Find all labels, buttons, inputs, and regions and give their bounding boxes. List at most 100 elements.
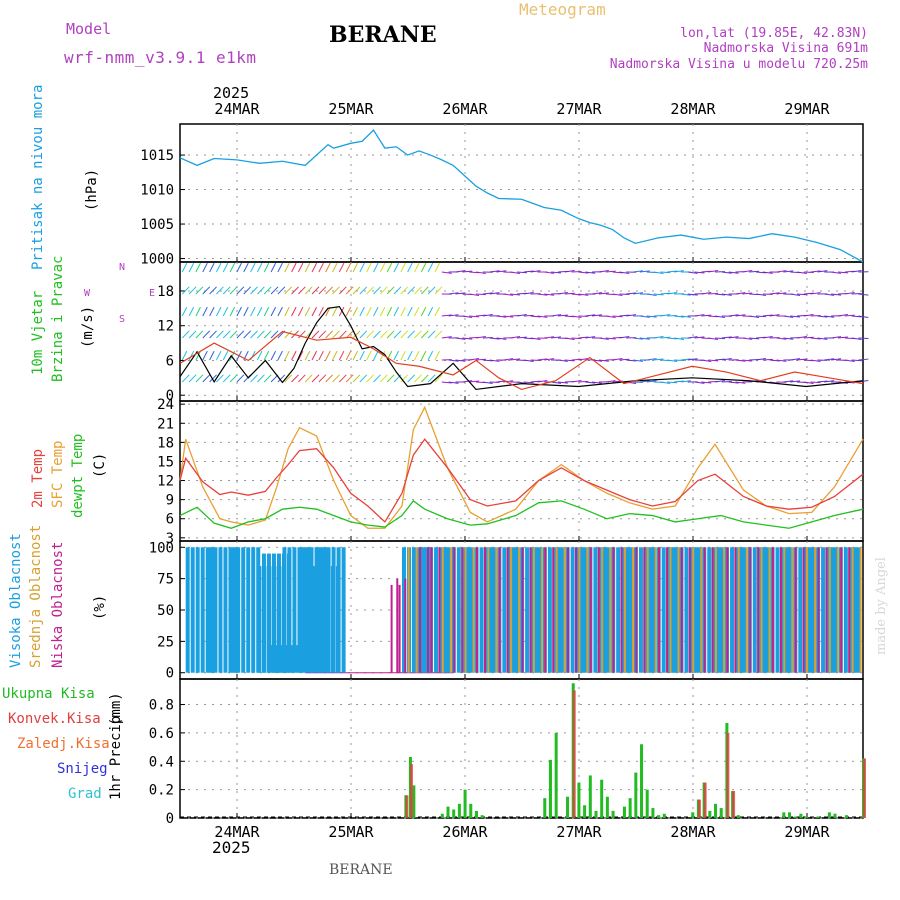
cloud-bar-0-28-3: [821, 547, 826, 673]
wind-arrow-426: [359, 350, 365, 361]
wind-arrow-281: [735, 314, 746, 317]
wind-arrow-2: [195, 262, 201, 273]
wind-arrow-508: [236, 374, 245, 383]
wind-arrow-379: [721, 336, 732, 339]
cloud-bar-0-12-3: [456, 547, 461, 673]
wind-arrow-329: [379, 330, 388, 339]
wind-arrow-383: [749, 337, 760, 340]
wind-arrow-533: [407, 374, 415, 383]
cloud-bar-2-5-1: [461, 547, 464, 673]
wind-arrow-448: [510, 358, 521, 361]
wind-arrow-320: [318, 330, 327, 339]
wind-arrow-200: [181, 306, 188, 317]
wind-arrow-415: [284, 350, 290, 361]
wind-arrow-289: [790, 315, 801, 318]
wind-arrow-476: [701, 359, 712, 362]
wind-arrow-514: [277, 374, 286, 383]
ytick-label-4-2: 0.4: [149, 754, 174, 770]
cloud-bar-0-24-1: [720, 547, 725, 673]
cloud-bar-1-3-1: [449, 547, 452, 673]
wind-arrow-406: [222, 350, 229, 361]
precip-bar-0-47: [833, 813, 837, 818]
cloud-bar-1-11-0: [532, 547, 535, 673]
precip-bar-0-40: [782, 812, 786, 818]
wind-arrow-517: [298, 374, 306, 383]
cloud-bar-2-18-0: [749, 547, 752, 673]
cloud-bar-2-16-0: [703, 547, 706, 673]
model-label: Model: [66, 20, 112, 38]
cloud-bar-2-4-0: [430, 547, 433, 673]
cloud-bar-2-12-1: [620, 547, 623, 673]
ytick-label-1-0: 0: [166, 388, 174, 404]
wind-arrow-396: [837, 336, 848, 339]
wind-arrow-572: [673, 380, 685, 383]
wind-arrow-62: [605, 270, 616, 273]
cloud-bar-0-10-4: [421, 547, 426, 673]
cloud-bar-0-29-1: [833, 547, 838, 673]
wind-arrow-9: [243, 262, 249, 273]
wind-arrow-33: [407, 262, 413, 273]
wind-arrow-28: [373, 262, 379, 273]
cloud-bar-0-15-4: [530, 547, 535, 673]
precip-bar-0-41: [788, 812, 792, 818]
date-label-26mar: 26MAR: [442, 823, 488, 841]
wind-arrow-215: [284, 306, 290, 317]
cloud-bar-0-5-1: [276, 645, 281, 673]
wind-arrow-424: [345, 350, 352, 361]
wind-arrow-294: [824, 315, 835, 318]
wind-arrow-173: [680, 293, 691, 296]
wind-arrow-224: [345, 306, 352, 317]
cloud-bar-0-7-0: [299, 547, 304, 673]
wind-arrow-120: [318, 286, 327, 295]
wind-arrow-88: [783, 270, 794, 273]
wind-arrow-169: [653, 293, 664, 296]
wind-arrow-521: [325, 374, 334, 383]
wind-arrow-497: [844, 359, 855, 362]
precip-bar-0-4: [446, 806, 450, 818]
ytick-label-2-6: 21: [157, 416, 174, 432]
precip-bar-0-20: [600, 779, 604, 818]
wind-arrow-85: [762, 271, 773, 274]
wind-arrow-179: [721, 293, 732, 296]
sfc-temp-line: [179, 405, 864, 529]
compass-west: W: [84, 288, 91, 299]
cloud-bar-0-15-3: [525, 547, 530, 673]
wind-arrow-25: [352, 262, 359, 273]
wind-arrow-390: [796, 336, 807, 339]
wind-arrow-315: [284, 330, 293, 339]
wind-arrow-75: [694, 271, 705, 274]
cloud-bar-0-11-4: [439, 547, 444, 673]
wind-arrow-143: [475, 293, 486, 296]
cloud-bar-1-23-0: [669, 547, 672, 673]
wind-arrow-280: [728, 314, 739, 317]
wind-arrow-98: [851, 270, 862, 273]
wind-arrow-36: [427, 262, 434, 273]
wind-arrow-238: [441, 314, 452, 317]
product-title: Meteogram: [519, 0, 606, 19]
wind-arrow-171: [667, 292, 678, 295]
cloud-bar-1-35-1: [814, 547, 817, 673]
wind-arrow-481: [735, 359, 746, 362]
cloud-bar-0-14-4: [507, 547, 512, 673]
wind-arrow-31: [393, 262, 399, 273]
date-label-25mar: 25MAR: [328, 823, 374, 841]
wind-arrow-560: [592, 381, 603, 384]
wind-arrow-271: [667, 314, 678, 317]
wind-arrow-233: [407, 306, 413, 317]
cloud-bar-0-28-4: [826, 547, 831, 673]
wind-arrow-218: [304, 306, 311, 317]
wind-arrow-414: [277, 350, 283, 361]
ytick-label-1-2: 12: [157, 319, 174, 335]
cloud-bar-2-6-1: [483, 547, 486, 673]
wind-arrow-418: [304, 350, 311, 361]
cloud-bar-0-4-0: [261, 553, 266, 673]
cloud-bar-2-20-1: [802, 547, 805, 673]
wind-arrow-181: [735, 292, 746, 295]
cloud-bar-1-27-0: [715, 547, 718, 673]
precip-bar-0-9: [474, 810, 478, 818]
wind-arrow-29: [379, 262, 386, 273]
cloud-bar-0-21-5: [671, 547, 676, 673]
wind-arrow-557: [571, 380, 582, 383]
cloud-bar-0-10-3: [416, 547, 421, 673]
compass-south: S: [119, 314, 126, 325]
